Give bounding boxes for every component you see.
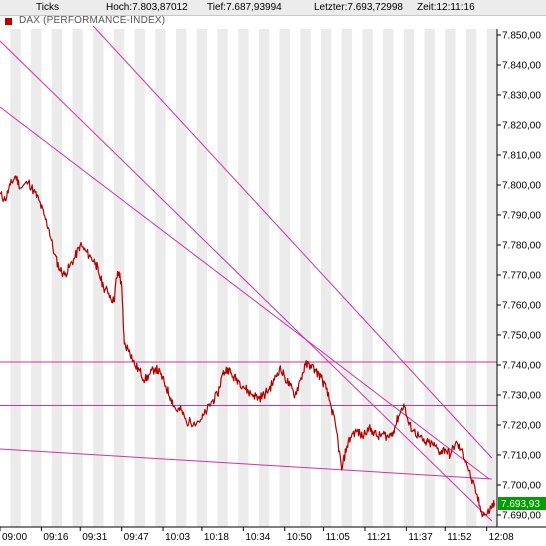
x-tick-label: 09:16 — [43, 532, 68, 543]
y-tick-label: 7.820,00 — [502, 121, 541, 132]
grid-band — [445, 29, 456, 527]
chart-marks — [0, 25, 497, 522]
last-value: Letzter:7.693,72998 — [314, 2, 403, 13]
grid-band — [113, 29, 125, 527]
x-tick-label: 11:05 — [326, 532, 351, 543]
x-tick-label: 11:21 — [367, 532, 392, 543]
grid-band — [31, 29, 42, 527]
y-tick-label: 7.690,00 — [502, 511, 541, 522]
y-tick-label: 7.700,00 — [502, 481, 541, 492]
y-tick-label: 7.730,00 — [502, 391, 541, 402]
chart-header-bar: Ticks Hoch:7.803,87012 Tief:7.687,93994 … — [0, 0, 546, 16]
high-value: Hoch:7.803,87012 — [106, 2, 188, 13]
low-value: Tief:7.687,93994 — [207, 2, 282, 13]
y-axis-panel — [497, 29, 546, 527]
grid-band — [403, 29, 415, 527]
x-tick-label: 10:18 — [204, 532, 229, 543]
grid-band — [424, 29, 435, 527]
grid-band — [383, 29, 394, 527]
x-tick-label: 09:31 — [82, 532, 107, 543]
x-tick-label: 11:37 — [408, 532, 433, 543]
grid-band — [341, 29, 353, 527]
y-tick-label: 7.790,00 — [502, 211, 541, 222]
grid-band — [279, 29, 290, 527]
y-tick-label: 7.800,00 — [502, 181, 541, 192]
last-value-box — [498, 497, 546, 510]
y-tick-label: 7.710,00 — [502, 451, 541, 462]
y-tick-label: 7.770,00 — [502, 271, 541, 282]
y-tick-label: 7.720,00 — [502, 421, 541, 432]
grid-band — [134, 29, 145, 527]
grid-band — [217, 29, 228, 527]
grid-band — [155, 29, 166, 527]
x-tick-label: 10:34 — [245, 532, 270, 543]
x-tick-label: 10:50 — [287, 532, 312, 543]
grid-bands — [0, 29, 497, 527]
grid-band — [72, 29, 83, 527]
x-tick-label: 09:00 — [2, 532, 27, 543]
y-tick-label: 7.830,00 — [502, 91, 541, 102]
y-tick-label: 7.750,00 — [502, 331, 541, 342]
x-axis-panel — [0, 527, 546, 546]
y-tick-label: 7.780,00 — [502, 241, 541, 252]
legend-swatch — [5, 18, 12, 25]
trendline — [0, 40, 493, 522]
y-tick-label: 7.810,00 — [502, 151, 541, 162]
grid-band — [51, 29, 63, 527]
x-tick-label: 09:47 — [124, 532, 149, 543]
grid-band — [465, 29, 477, 527]
price-line — [0, 175, 495, 518]
x-tick-label: 12:08 — [489, 532, 514, 543]
trendline — [0, 448, 492, 480]
y-tick-label: 7.760,00 — [502, 301, 541, 312]
grid-band — [486, 29, 497, 527]
y-tick-label: 7.740,00 — [502, 361, 541, 372]
x-tick-label: 11:52 — [447, 532, 472, 543]
grid-band — [93, 29, 104, 527]
grid-band — [10, 29, 21, 527]
last-value-label: 7.693,93 — [501, 499, 540, 510]
grid-band — [362, 29, 373, 527]
grid-band — [300, 29, 311, 527]
chart-axes: 7.690,00 7.700,00 7.710,00 7.720,00 7.730,00… — [0, 29, 546, 546]
legend-label: DAX (PERFORMANCE-INDEX) — [19, 15, 166, 26]
grid-band — [258, 29, 270, 527]
grid-band — [176, 29, 187, 527]
grid-band — [196, 29, 208, 527]
y-tick-label: 7.840,00 — [502, 61, 541, 72]
mode-label[interactable]: Ticks — [36, 2, 59, 13]
trendline — [92, 25, 493, 459]
time-value: Zeit:12:11:16 — [417, 2, 475, 13]
trendline — [0, 106, 490, 480]
x-tick-label: 10:03 — [165, 532, 190, 543]
y-tick-label: 7.850,00 — [502, 31, 541, 42]
